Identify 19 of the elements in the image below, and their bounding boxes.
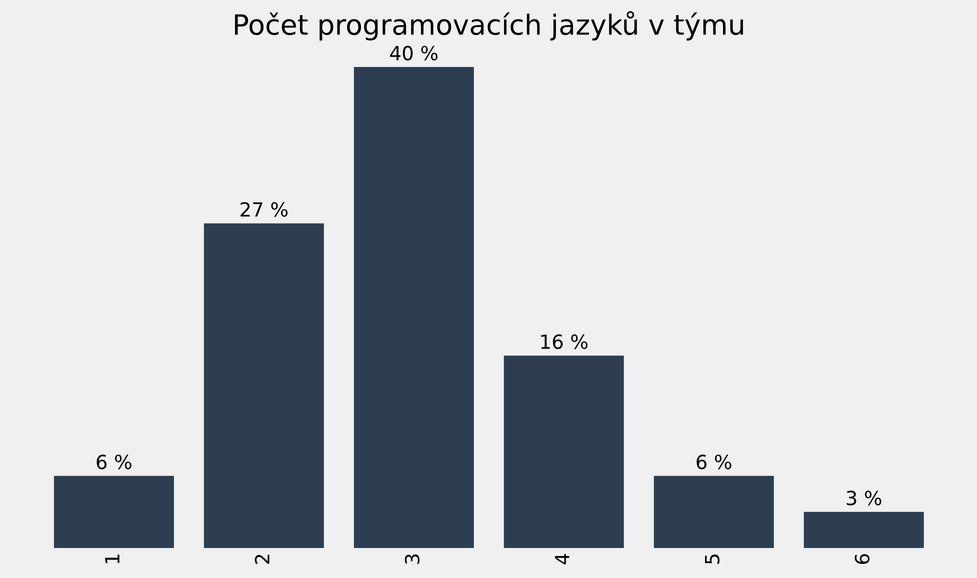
bar — [804, 512, 924, 548]
x-tick-label: 6 — [854, 554, 870, 564]
x-tick-label: 2 — [254, 554, 270, 564]
data-label: 6 % — [696, 454, 732, 470]
x-tick-label: 1 — [105, 554, 120, 564]
bar — [654, 476, 774, 548]
x-tick-label: 5 — [705, 554, 720, 564]
x-tick-label: 3 — [404, 554, 420, 564]
bar — [54, 476, 174, 548]
bar — [204, 223, 324, 548]
data-label: 6 % — [96, 454, 132, 470]
bar — [504, 356, 624, 548]
data-label: 3 % — [846, 490, 882, 506]
chart-title: Počet programovacích jazyků v týmu — [235, 11, 743, 40]
data-label: 16 % — [541, 334, 588, 350]
bar — [354, 67, 474, 548]
x-tick-label: 4 — [555, 554, 570, 564]
data-label: 27 % — [240, 202, 288, 217]
data-label: 40 % — [390, 46, 438, 61]
